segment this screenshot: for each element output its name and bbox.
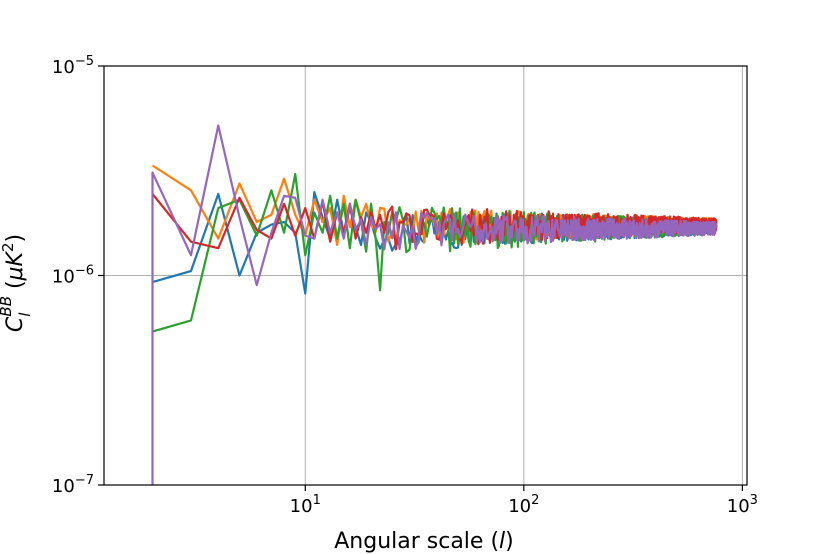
series-line-5 (151, 124, 718, 485)
y-tick-label: 10−7 (52, 473, 94, 497)
x-tick-label: 101 (290, 493, 321, 517)
y-tick-label: 10−6 (52, 264, 94, 288)
grid (104, 66, 747, 485)
y-axis-label: ClBB (μK2) (0, 234, 34, 332)
x-axis-label: Angular scale (l) (334, 529, 514, 554)
x-tick-label: 103 (727, 493, 758, 517)
series-line-3 (152, 172, 718, 333)
y-tick-label: 10−5 (52, 54, 94, 78)
ticks: 101 102 103 10−5 10−6 10−7 (52, 54, 758, 517)
x-tick-label: 102 (508, 493, 539, 517)
series-layer (151, 124, 718, 485)
